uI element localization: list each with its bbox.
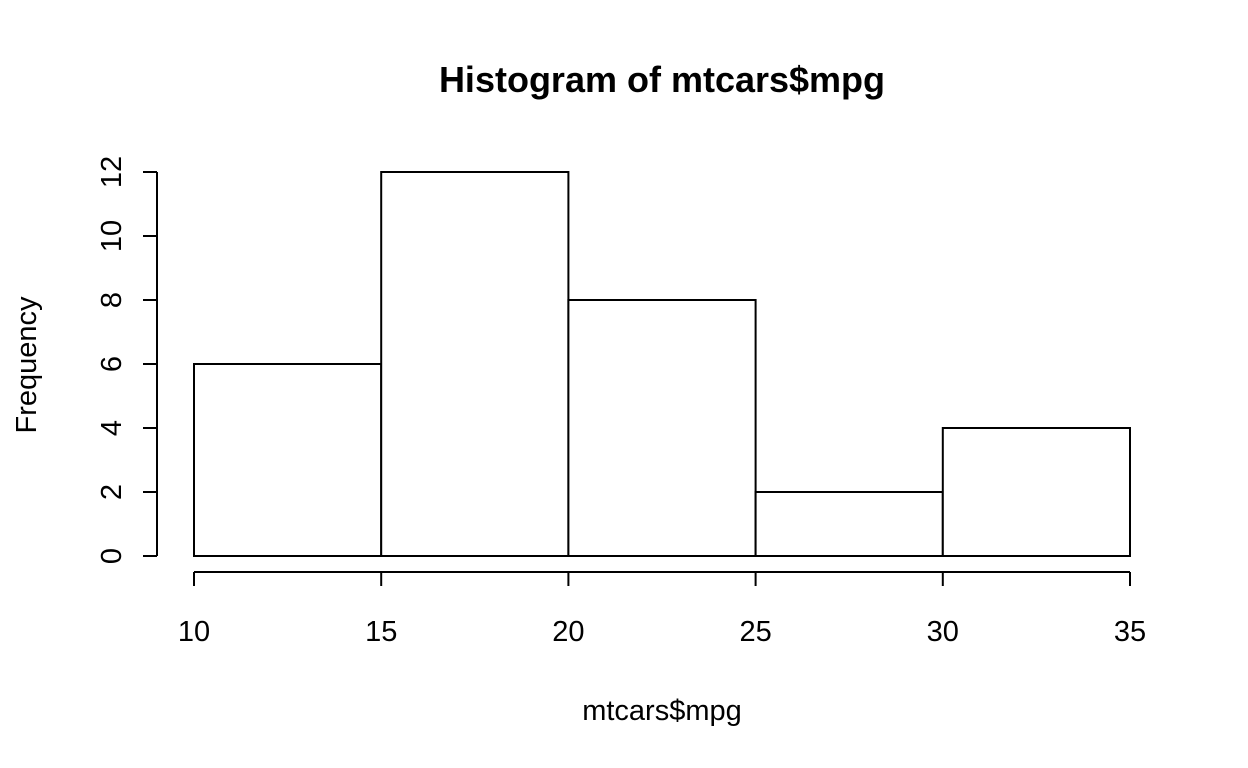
chart-title: Histogram of mtcars$mpg bbox=[439, 59, 885, 100]
y-tick-label: 10 bbox=[96, 220, 128, 252]
histogram-bar-4 bbox=[754, 491, 944, 557]
x-tick-label: 35 bbox=[1114, 616, 1146, 648]
histogram-bar-5 bbox=[941, 427, 1131, 557]
x-tick-label: 15 bbox=[365, 616, 397, 648]
x-tick-label: 20 bbox=[552, 616, 584, 648]
histogram-bar-1 bbox=[193, 363, 383, 557]
y-tick-label: 12 bbox=[96, 156, 128, 188]
y-tick-label: 6 bbox=[96, 356, 128, 372]
x-tick-label: 25 bbox=[739, 616, 771, 648]
y-tick-label: 4 bbox=[96, 420, 128, 436]
x-axis: 10 15 20 25 30 35 bbox=[178, 571, 1146, 648]
histogram-bar-2 bbox=[380, 171, 570, 557]
x-axis-label: mtcars$mpg bbox=[582, 695, 742, 727]
x-tick-label: 30 bbox=[927, 616, 959, 648]
histogram-bar-3 bbox=[567, 299, 757, 557]
y-axis: 0 2 4 6 8 10 12 bbox=[96, 156, 158, 564]
y-tick-label: 8 bbox=[96, 292, 128, 308]
y-tick-label: 2 bbox=[96, 484, 128, 500]
bars-group bbox=[193, 171, 1131, 557]
y-axis-label: Frequency bbox=[11, 296, 43, 434]
y-tick-label: 0 bbox=[96, 548, 128, 564]
x-tick-label: 10 bbox=[178, 616, 210, 648]
